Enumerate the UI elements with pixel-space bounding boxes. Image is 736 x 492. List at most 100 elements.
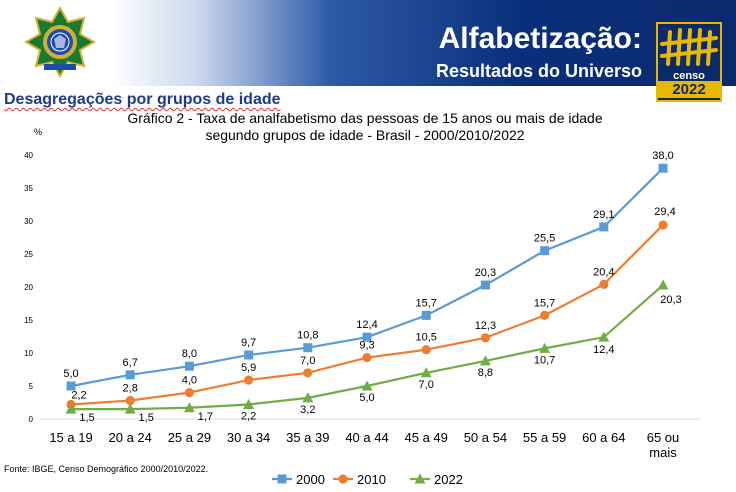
data-point: [598, 331, 610, 342]
data-point: [125, 395, 135, 406]
data-point: [243, 398, 255, 409]
header-banner: Alfabetização: Resultados do Universo ce…: [0, 0, 736, 102]
data-point: [599, 279, 609, 289]
legend-marker: [277, 474, 287, 484]
y-tick-label: 20: [24, 283, 33, 292]
data-point: [658, 163, 668, 173]
data-point: [658, 220, 668, 230]
x-tick-label: 45 a 49: [405, 430, 448, 445]
series-2010: 2,2 2,8 4,0 5,9 7,0 9,3 10,5 12,3 15,7 20,4 29,4: [66, 206, 676, 410]
data-label: 5,9: [241, 362, 256, 374]
data-point: [420, 367, 432, 378]
data-label: 10,5: [415, 332, 436, 344]
x-tick-label: 35 a 39: [286, 430, 329, 445]
x-tick-label: 65 ou mais: [647, 430, 680, 460]
y-axis-label: %: [34, 127, 42, 137]
data-point: [540, 246, 550, 256]
data-point: [124, 403, 136, 414]
data-point: [66, 381, 76, 391]
chart-title-line-1: Gráfico 2 - Taxa de analfabetismo das pe…: [127, 110, 603, 126]
data-point: [244, 375, 254, 385]
data-point: [421, 345, 431, 355]
x-tick-label: 55 a 59: [523, 430, 566, 445]
data-point: [361, 380, 373, 391]
legend-marker: [338, 474, 348, 484]
chart-title: Gráfico 2 - Taxa de analfabetismo das pe…: [100, 110, 630, 144]
data-point: [421, 310, 431, 320]
data-point: [302, 392, 314, 403]
y-tick-label: 40: [24, 151, 33, 160]
data-label: 5,0: [359, 392, 374, 404]
x-tick-label: 40 a 44: [345, 430, 388, 445]
data-point: [480, 280, 490, 290]
data-label: 3,2: [300, 404, 315, 416]
data-point: [599, 222, 609, 232]
legend: 2000 2010 2022: [272, 472, 463, 487]
data-label: 12,3: [475, 320, 496, 332]
data-point: [184, 388, 194, 398]
data-point: [303, 368, 313, 378]
data-label: 20,3: [475, 267, 496, 279]
data-label: 9,7: [241, 337, 256, 349]
data-point: [362, 353, 372, 363]
legend-label: 2022: [434, 472, 463, 487]
data-label: 15,7: [415, 297, 436, 309]
logo-year: 2022: [658, 81, 720, 98]
data-label: 9,3: [359, 340, 374, 352]
data-point: [479, 355, 491, 366]
legend-item-2000: 2000: [272, 472, 325, 487]
banner-title: Alfabetização:: [438, 22, 642, 55]
data-point: [184, 361, 194, 371]
x-tick-label: 30 a 34: [227, 430, 270, 445]
legend-marker: [414, 473, 426, 484]
data-label: 10,8: [297, 330, 318, 342]
data-label: 38,0: [652, 150, 673, 162]
data-label: 1,7: [198, 411, 213, 423]
x-tick-label: 60 a 64: [582, 430, 625, 445]
legend-label: 2010: [357, 472, 386, 487]
x-tick-label: 50 a 54: [464, 430, 507, 445]
data-point: [540, 310, 550, 320]
y-tick-label: 25: [24, 250, 33, 259]
section-title: Desagregações por grupos de idade: [4, 91, 281, 108]
y-tick-label: 30: [24, 217, 33, 226]
data-label: 7,0: [300, 355, 315, 367]
data-point: [65, 403, 77, 414]
data-label: 10,7: [534, 354, 555, 366]
data-label: 29,4: [654, 206, 675, 218]
data-label: 2,2: [241, 410, 256, 422]
y-tick-label: 0: [29, 415, 34, 424]
data-point: [480, 333, 490, 343]
data-label: 25,5: [534, 233, 555, 245]
x-tick-label: 25 a 29: [168, 430, 211, 445]
series-2022: 1,5 1,5 1,7 2,2 3,2 5,0 7,0 8,8 10,7 12,4 20,3: [65, 279, 682, 424]
data-label: 8,8: [478, 367, 493, 379]
data-point: [125, 370, 135, 380]
banner-subtitle: Resultados do Universo: [435, 61, 642, 81]
data-label: 15,7: [534, 297, 555, 309]
data-label: 1,5: [139, 412, 154, 424]
y-tick-label: 15: [24, 316, 33, 325]
series-2000: 5,0 6,7 8,0 9,7 10,8 12,4 15,7 20,3 25,5 29,1 38,0: [63, 150, 674, 391]
chart-title-line-2: segundo grupos de idade - Brasil - 2000/…: [205, 127, 525, 143]
logo-word: censo: [673, 70, 705, 82]
data-label: 12,4: [356, 319, 377, 331]
data-label: 2,2: [71, 389, 86, 401]
y-tick-label: 35: [24, 184, 33, 193]
data-point: [183, 402, 195, 413]
censo-logo: censo 2022: [656, 22, 722, 102]
data-point: [539, 342, 551, 353]
data-label: 20,4: [593, 266, 614, 278]
data-label: 1,5: [79, 412, 94, 424]
data-label: 4,0: [182, 375, 197, 387]
series-line-2010: [70, 224, 664, 406]
legend-item-2022: 2022: [410, 472, 463, 487]
y-tick-label: 10: [24, 349, 33, 358]
y-tick-label: 5: [29, 382, 34, 391]
tally-marks-icon: [660, 28, 718, 66]
data-label: 29,1: [593, 209, 614, 221]
data-point: [362, 332, 372, 342]
data-label: 5,0: [63, 368, 78, 380]
data-point: [303, 343, 313, 353]
